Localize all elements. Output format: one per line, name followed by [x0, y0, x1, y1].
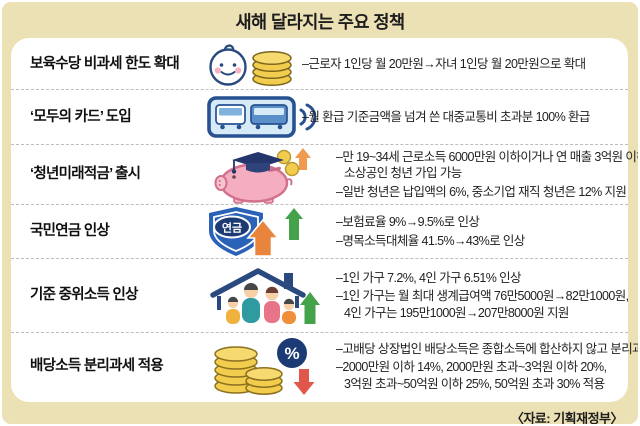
desc-line: 3억원 초과~50억원 이하 25%, 50억원 초과 30% 적용 [344, 376, 605, 391]
policy-row-median-income: 기준 중위소득 인상 [11, 259, 629, 333]
bus-icon [250, 104, 288, 130]
pension-shield-icon: 연금 [209, 206, 303, 257]
up-arrow-icon [285, 207, 303, 240]
policy-desc: –보험료율 9%→9.5%로 인상 –명목소득대체율 41.5%→43%로 인상 [336, 214, 628, 249]
desc-line: –2000만원 이하 14%, 2000만원 초과~3억원 이하 20%, [336, 360, 607, 375]
contactless-waves-icon [299, 103, 316, 131]
coin-stack-icon [214, 345, 283, 395]
desc-line: –고배당 상장법인 배당소득은 종합소득에 합산하지 않고 분리과세 [336, 341, 638, 356]
coin-stack-icon [252, 50, 292, 86]
down-arrow-icon [293, 368, 315, 395]
policy-desc: –근로자 1인당 월 20만원→자녀 1인당 월 20만원으로 확대 [302, 56, 628, 73]
desc-line: –보험료율 9%→9.5%로 인상 [336, 215, 480, 229]
policy-name: 기준 중위소득 인상 [30, 287, 138, 304]
house-family-icon [210, 267, 320, 324]
policy-desc: –월 환급 기준금액을 넘겨 쓴 대중교통비 초과분 100% 환급 [302, 109, 628, 126]
piggy-bank-graduation-icon [214, 147, 311, 204]
transit-card-icon [207, 96, 316, 138]
piggy-bank-graduation-icon [206, 146, 336, 204]
desc-line: 소상공인 청년 가입 가능 [344, 166, 462, 181]
policy-row-national-pension: 국민연금 인상 연금 –보험료율 9%→9.5%로 인상 –명목소득대체율 41… [11, 205, 628, 259]
pension-badge-label: 연금 [222, 220, 242, 234]
desc-line: –만 19~34세 근로소득 6000만원 이하이거나 연 매출 3억원 이하 [336, 149, 638, 164]
transit-card-icon [206, 94, 336, 140]
policy-row-youth-savings: ‘청년미래적금’ 출시 [11, 145, 638, 205]
desc-line: –근로자 1인당 월 20만원→자녀 1인당 월 20만원으로 확대 [302, 57, 586, 72]
baby-coins-icon [209, 43, 292, 86]
dividend-coins-percent-icon: % [206, 336, 336, 398]
policy-desc: –1인 가구 7.2%, 4인 가구 6.51% 인상 –1인 가구는 월 최대… [336, 270, 629, 322]
desc-line: –일반 청년은 납입액의 6%, 중소기업 재직 청년은 12% 지원 [336, 184, 627, 199]
policy-name: ‘청년미래적금’ 출시 [30, 166, 141, 183]
desc-line: –명목소득대체율 41.5%→43%로 인상 [336, 233, 525, 248]
policy-row-modu-card: ‘모두의 카드’ 도입 [11, 90, 628, 145]
desc-line: –1인 가구는 월 최대 생계급여액 76만5000원→82만1000원, [336, 289, 629, 304]
up-arrow-icon [246, 218, 280, 257]
policy-row-dividend-tax: 배당소득 분리과세 적용 % [11, 333, 638, 400]
dividend-coins-percent-icon: % [214, 337, 315, 395]
policy-name: 보육수당 비과세 한도 확대 [30, 56, 180, 73]
train-icon [215, 104, 246, 130]
policy-row-childcare-allowance: 보육수당 비과세 한도 확대 [11, 40, 628, 90]
up-arrow-icon [300, 291, 320, 324]
house-family-icon [206, 266, 336, 326]
policy-name: 국민연금 인상 [30, 223, 110, 240]
graduation-cap-icon [231, 151, 284, 174]
policy-table: 보육수당 비과세 한도 확대 [11, 38, 638, 402]
family-figures [226, 282, 296, 324]
desc-line: 4인 가구는 195만1000원→207만8000원 지원 [344, 305, 569, 320]
pension-shield-icon: 연금 [206, 206, 336, 258]
source-credit: 〈자료: 기획재정부〉 [510, 411, 624, 424]
desc-line: –월 환급 기준금액을 넘겨 쓴 대중교통비 초과분 100% 환급 [302, 109, 590, 124]
baby-coins-icon [206, 43, 336, 87]
desc-line: –1인 가구 7.2%, 4인 가구 6.51% 인상 [336, 270, 522, 285]
up-arrow-icon [295, 147, 311, 170]
policy-name: ‘모두의 카드’ 도입 [30, 108, 132, 125]
percent-badge-label: % [284, 344, 299, 363]
policy-desc: –만 19~34세 근로소득 6000만원 이하이거나 연 매출 3억원 이하 … [336, 149, 638, 201]
policy-name: 배당소득 분리과세 적용 [30, 358, 164, 375]
policy-desc: –고배당 상장법인 배당소득은 종합소득에 합산하지 않고 분리과세 –2000… [336, 341, 638, 393]
page-title: 새해 달라지는 주요 정책 [235, 11, 405, 32]
